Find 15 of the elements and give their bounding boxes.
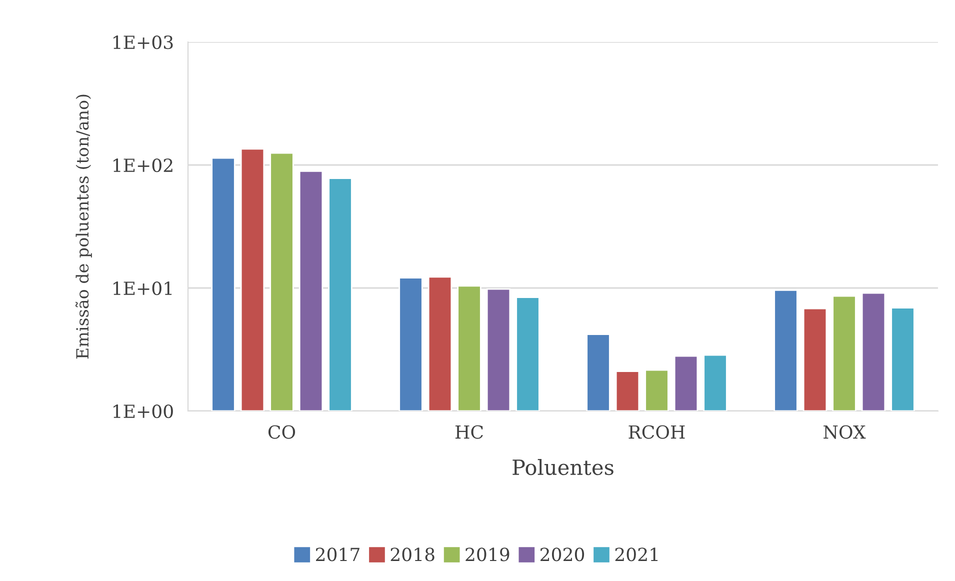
x-tick-label: HC bbox=[455, 425, 483, 439]
legend-label: 2018 bbox=[390, 548, 434, 562]
legend-label: 2017 bbox=[316, 548, 360, 562]
y-tick-label: 1E+00 bbox=[114, 404, 173, 418]
y-tick-label: 1E+01 bbox=[114, 281, 172, 296]
legend-label: 2021 bbox=[615, 548, 658, 562]
legend-label: 2020 bbox=[540, 548, 584, 562]
legend-label: 2019 bbox=[466, 548, 510, 562]
x-tick-label: CO bbox=[268, 425, 296, 439]
y-axis-title: Emissão de poluentes (ton/ano) bbox=[75, 94, 92, 359]
x-axis-title: Poluentes bbox=[512, 459, 614, 476]
y-tick-label: 1E+02 bbox=[114, 158, 172, 172]
y-tick-label: 1E+03 bbox=[114, 35, 173, 50]
x-tick-label: NOX bbox=[824, 425, 866, 439]
x-tick-label: RCOH bbox=[628, 425, 685, 439]
